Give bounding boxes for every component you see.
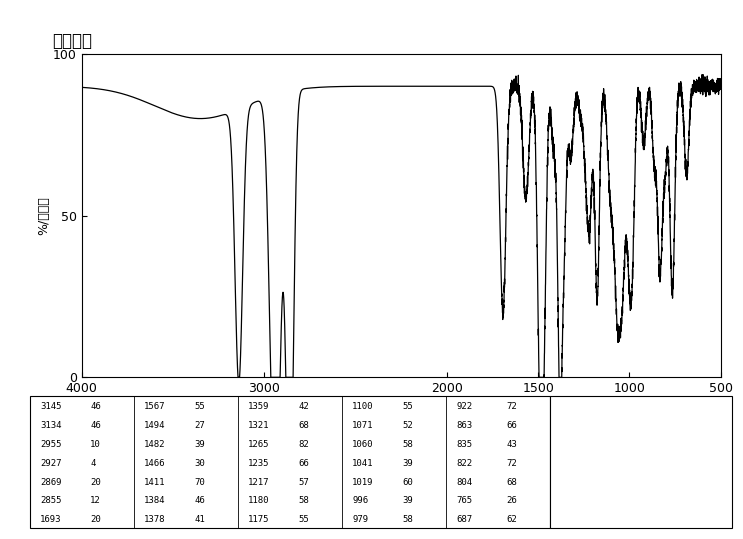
Text: 46: 46	[90, 402, 101, 411]
Text: 1482: 1482	[144, 440, 166, 449]
Text: 1321: 1321	[248, 421, 270, 430]
Text: 46: 46	[194, 496, 205, 506]
Text: N: N	[655, 454, 663, 467]
Text: 2855: 2855	[40, 496, 62, 506]
Text: 58: 58	[298, 496, 309, 506]
Text: 2927: 2927	[40, 459, 62, 468]
Text: 41: 41	[194, 515, 205, 524]
Text: 68: 68	[298, 421, 309, 430]
Text: 42: 42	[298, 402, 309, 411]
Text: 70: 70	[194, 478, 205, 487]
Text: 20: 20	[90, 515, 101, 524]
Text: 1041: 1041	[352, 459, 374, 468]
Text: 1180: 1180	[248, 496, 270, 506]
Text: 765: 765	[456, 496, 473, 506]
Text: 55: 55	[194, 402, 205, 411]
Text: 1060: 1060	[352, 440, 374, 449]
Text: 66: 66	[506, 421, 517, 430]
Text: 58: 58	[402, 440, 413, 449]
Text: 82: 82	[298, 440, 309, 449]
Text: 804: 804	[456, 478, 473, 487]
Text: 1359: 1359	[248, 402, 270, 411]
Text: 1175: 1175	[248, 515, 270, 524]
Text: 1217: 1217	[248, 478, 270, 487]
Text: 26: 26	[506, 496, 517, 506]
Text: 1071: 1071	[352, 421, 374, 430]
Text: 27: 27	[194, 421, 205, 430]
Text: Cl: Cl	[565, 476, 576, 486]
Text: 39: 39	[194, 440, 205, 449]
Text: 3145: 3145	[40, 402, 62, 411]
X-axis label: 波数/cm⁻¹: 波数/cm⁻¹	[371, 399, 432, 414]
Text: (CH₂)₂—OH: (CH₂)₂—OH	[669, 476, 727, 486]
Text: 1378: 1378	[144, 515, 166, 524]
Text: 2955: 2955	[40, 440, 62, 449]
Text: 1411: 1411	[144, 478, 166, 487]
Text: 1567: 1567	[144, 402, 166, 411]
Text: 1384: 1384	[144, 496, 166, 506]
Text: 62: 62	[506, 515, 517, 524]
Text: 10: 10	[90, 440, 101, 449]
Text: 30: 30	[194, 459, 205, 468]
Text: 1466: 1466	[144, 459, 166, 468]
Text: 39: 39	[402, 496, 413, 506]
Text: 687: 687	[456, 515, 473, 524]
Text: 石蜡糊法: 石蜡糊法	[52, 32, 92, 50]
Text: 57: 57	[298, 478, 309, 487]
Text: 822: 822	[456, 459, 473, 468]
Text: 60: 60	[402, 478, 413, 487]
Text: 46: 46	[90, 421, 101, 430]
Text: 12: 12	[90, 496, 101, 506]
Text: 72: 72	[506, 402, 517, 411]
Text: 3134: 3134	[40, 421, 62, 430]
Text: 20: 20	[90, 478, 101, 487]
Text: 979: 979	[352, 515, 369, 524]
Text: 55: 55	[402, 402, 413, 411]
Text: 72: 72	[506, 459, 517, 468]
Text: 1265: 1265	[248, 440, 270, 449]
Text: 1235: 1235	[248, 459, 270, 468]
Text: 2869: 2869	[40, 478, 62, 487]
Text: 922: 922	[456, 402, 473, 411]
Text: 43: 43	[506, 440, 517, 449]
Text: 39: 39	[402, 459, 413, 468]
Y-axis label: %/透过率: %/透过率	[37, 196, 51, 235]
Text: 66: 66	[298, 459, 309, 468]
Text: 68: 68	[506, 478, 517, 487]
Text: 1494: 1494	[144, 421, 166, 430]
Text: 52: 52	[402, 421, 413, 430]
Text: 996: 996	[352, 496, 369, 506]
Text: 1100: 1100	[352, 402, 374, 411]
Text: 4: 4	[90, 459, 95, 468]
Text: (CH₂)₂—OH: (CH₂)₂—OH	[669, 436, 727, 445]
Text: 55: 55	[298, 515, 309, 524]
Text: 1019: 1019	[352, 478, 374, 487]
Text: 863: 863	[456, 421, 473, 430]
Text: 835: 835	[456, 440, 473, 449]
Text: 1693: 1693	[40, 515, 62, 524]
Text: 58: 58	[402, 515, 413, 524]
